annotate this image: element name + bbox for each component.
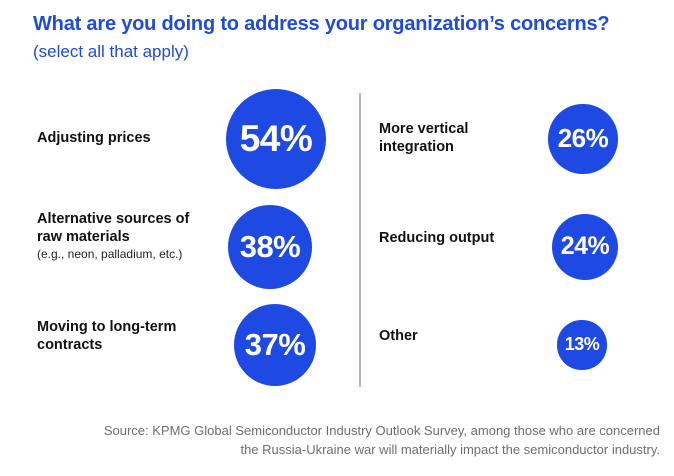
- category-label: Other: [379, 327, 569, 345]
- chart-title: What are you doing to address your organ…: [33, 13, 610, 35]
- value-label: 26%: [557, 123, 609, 154]
- category-note: (e.g., neon, palladium, etc.): [37, 247, 183, 261]
- value-label: 24%: [560, 232, 610, 261]
- category-label-line: Alternative sources of: [37, 211, 190, 227]
- source-line-1: Source: KPMG Global Semiconductor Indust…: [103, 423, 660, 438]
- value-label: 13%: [564, 334, 600, 355]
- category-label-line: contracts: [37, 337, 103, 353]
- value-bubble: 13%: [557, 320, 607, 370]
- category-label-line: raw materials: [37, 229, 130, 245]
- value-label: 38%: [239, 228, 301, 264]
- value-bubble: 37%: [233, 303, 317, 387]
- category-label: Moving to long-term contracts: [37, 318, 227, 354]
- value-bubble: 24%: [551, 213, 619, 281]
- value-bubble: 26%: [548, 104, 618, 174]
- category-label-line: Reducing output: [379, 230, 495, 246]
- source-line-2: the Russia-Ukraine war will materially i…: [240, 442, 660, 457]
- value-label: 37%: [244, 326, 306, 362]
- value-label: 54%: [239, 118, 313, 159]
- category-label-line: Other: [379, 328, 418, 344]
- column-divider: [359, 93, 361, 387]
- category-label: More vertical integration: [379, 120, 569, 156]
- value-bubble: 38%: [228, 205, 312, 289]
- chart-subtitle: (select all that apply): [33, 42, 189, 61]
- category-label-line: integration: [379, 139, 454, 155]
- source-note: Source: KPMG Global Semiconductor Indust…: [20, 421, 660, 459]
- value-bubble: 54%: [226, 89, 326, 189]
- category-label: Alternative sources of raw materials (e.g.…: [37, 210, 227, 262]
- category-label: Adjusting prices: [37, 129, 227, 147]
- category-label: Reducing output: [379, 229, 569, 247]
- category-label-line: Moving to long-term: [37, 319, 177, 335]
- category-label-line: More vertical: [379, 121, 469, 137]
- category-label-line: Adjusting prices: [37, 130, 151, 146]
